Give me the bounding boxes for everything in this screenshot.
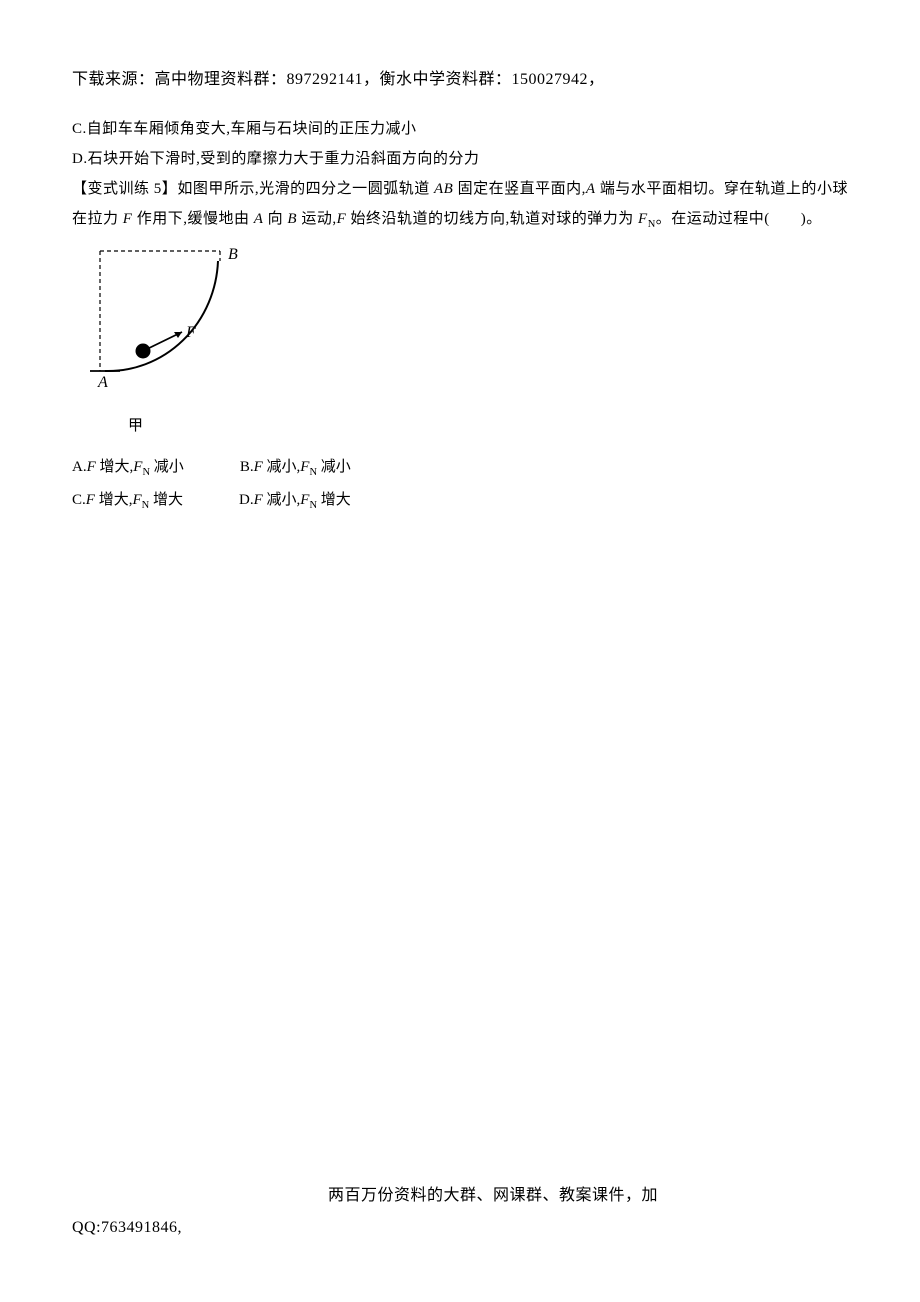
exercise5-fn: F	[638, 211, 648, 227]
opt-d-fn-sub: N	[309, 500, 317, 511]
exercise5-a2: A	[254, 211, 264, 227]
exercise5-t1: 如图甲所示,光滑的四分之一圆弧轨道	[177, 181, 434, 197]
options-row-1: A.F 增大,FN 减小 B.F 减小,FN 减小	[72, 451, 848, 484]
opt-b-pre: B.	[240, 459, 254, 475]
option-a: A.F 增大,FN 减小	[72, 451, 184, 484]
opt-a-mid: 增大,	[96, 459, 134, 475]
option-d2: D.F 减小,FN 增大	[239, 484, 351, 517]
opt-d-mid: 减小,	[263, 492, 301, 508]
opt-c-fn: F	[132, 492, 141, 508]
exercise5-text: 【变式训练 5】如图甲所示,光滑的四分之一圆弧轨道 AB 固定在竖直平面内,A …	[72, 174, 848, 235]
opt-b-f: F	[254, 459, 263, 475]
exercise5-b: B	[287, 211, 297, 227]
opt-b-fn-sub: N	[309, 467, 317, 478]
arc-svg: B F A	[80, 241, 240, 396]
figure-label-b: B	[228, 246, 238, 263]
exercise5-a: A	[586, 181, 596, 197]
footer-line2: QQ:763491846,	[72, 1212, 848, 1244]
figure-label-a: A	[97, 374, 108, 391]
exercise5-t5: 向	[263, 211, 287, 227]
exercise5-fn-sub: N	[648, 219, 656, 230]
opt-d-pre: D.	[239, 492, 254, 508]
option-c2: C.F 增大,FN 增大	[72, 484, 183, 517]
opt-c-end: 增大	[149, 492, 183, 508]
opt-c-f: F	[86, 492, 95, 508]
exercise5-f2: F	[337, 211, 347, 227]
exercise5-ab: AB	[434, 181, 453, 197]
exercise5-prefix: 【变式训练 5】	[72, 181, 177, 197]
footer-line1: 两百万份资料的大群、网课群、教案课件，加	[72, 1180, 848, 1212]
opt-b-mid: 减小,	[263, 459, 301, 475]
opt-c-mid: 增大,	[95, 492, 133, 508]
opt-b-end: 减小	[317, 459, 351, 475]
exercise5-t6: 运动,	[297, 211, 337, 227]
opt-d-f: F	[254, 492, 263, 508]
exercise5-t8: 。在运动过程中( )。	[656, 211, 822, 227]
header-source-line: 下载来源：高中物理资料群：897292141，衡水中学资料群：150027942…	[72, 64, 848, 96]
figure-arc-diagram: B F A	[80, 241, 848, 407]
opt-a-fn-sub: N	[142, 467, 150, 478]
figure-caption: 甲	[128, 411, 848, 441]
option-b: B.F 减小,FN 减小	[240, 451, 351, 484]
figure-label-f: F	[185, 324, 196, 341]
exercise5-f: F	[123, 211, 133, 227]
option-c: C.自卸车车厢倾角变大,车厢与石块间的正压力减小	[72, 114, 848, 144]
exercise5-t4: 作用下,缓慢地由	[132, 211, 253, 227]
opt-a-end: 减小	[150, 459, 184, 475]
opt-d-end: 增大	[317, 492, 351, 508]
footer: 两百万份资料的大群、网课群、教案课件，加 QQ:763491846,	[72, 1180, 848, 1244]
options-row-2: C.F 增大,FN 增大 D.F 减小,FN 增大	[72, 484, 848, 517]
exercise5-t2: 固定在竖直平面内,	[453, 181, 586, 197]
option-d: D.石块开始下滑时,受到的摩擦力大于重力沿斜面方向的分力	[72, 144, 848, 174]
opt-c-pre: C.	[72, 492, 86, 508]
exercise5-t7: 始终沿轨道的切线方向,轨道对球的弹力为	[346, 211, 638, 227]
opt-a-f: F	[87, 459, 96, 475]
opt-a-pre: A.	[72, 459, 87, 475]
